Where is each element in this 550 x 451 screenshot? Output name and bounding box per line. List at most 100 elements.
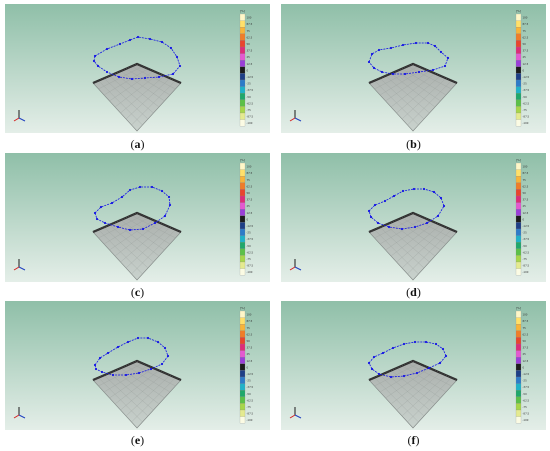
colorbar-tick: 75 bbox=[247, 326, 251, 330]
colorbar-swatch bbox=[515, 409, 522, 417]
colorbar-swatch bbox=[239, 33, 246, 41]
measurement-node bbox=[413, 340, 417, 344]
colorbar-tick: 0 bbox=[247, 217, 249, 221]
colorbar-tick: 37.5 bbox=[523, 49, 529, 53]
colorbar-swatch bbox=[515, 60, 522, 67]
colorbar-swatch bbox=[515, 119, 522, 127]
colorbar-swatch bbox=[515, 93, 522, 100]
colorbar-unit: [%] bbox=[516, 158, 521, 162]
measurement-node bbox=[392, 194, 396, 198]
colorbar-tick: 37.5 bbox=[247, 198, 253, 202]
colorbar-swatch bbox=[515, 73, 522, 81]
measurement-node bbox=[166, 354, 170, 358]
mode-shape-svg-d: [%]100 87.5 75 62.5 50 37.5 25 12.5 0 -12.5 -25 -37… bbox=[281, 153, 546, 282]
measurement-node bbox=[105, 47, 109, 51]
colorbar-tick: -12.5 bbox=[523, 372, 530, 376]
colorbar-swatch bbox=[515, 324, 522, 331]
measurement-node bbox=[417, 70, 421, 74]
colorbar-tick: -100 bbox=[523, 270, 529, 274]
colorbar-swatch bbox=[239, 93, 246, 100]
colorbar-tick: 100 bbox=[523, 165, 528, 169]
measurement-node bbox=[171, 72, 175, 76]
mode-shape-outline bbox=[93, 185, 172, 232]
colorbar-legend: [%]100 87.5 75 62.5 50 37.5 25 12.5 0 -12.5 -25 -37… bbox=[239, 9, 254, 127]
colorbar-tick: 0 bbox=[523, 217, 525, 221]
measurement-node bbox=[163, 214, 167, 218]
measurement-node bbox=[402, 342, 406, 346]
colorbar-swatch bbox=[239, 317, 246, 325]
measurement-node bbox=[116, 345, 120, 349]
colorbar-swatch bbox=[239, 343, 246, 351]
measurement-node bbox=[426, 41, 430, 45]
colorbar-swatch bbox=[515, 268, 522, 276]
measurement-node bbox=[433, 44, 437, 48]
colorbar-swatch bbox=[239, 20, 246, 28]
colorbar-swatch bbox=[515, 403, 522, 411]
measurement-node bbox=[439, 50, 443, 54]
colorbar-swatch bbox=[239, 363, 246, 371]
measurement-node bbox=[168, 203, 172, 207]
colorbar-tick: -62.5 bbox=[523, 398, 530, 402]
colorbar-swatch bbox=[239, 182, 246, 190]
measurement-node bbox=[94, 367, 98, 371]
colorbar-swatch bbox=[515, 330, 522, 338]
colorbar-tick: 37.5 bbox=[523, 198, 529, 202]
mode-shape-svg-f: [%]100 87.5 75 62.5 50 37.5 25 12.5 0 -12.5 -25 -37… bbox=[281, 301, 546, 430]
measurement-node bbox=[156, 340, 160, 344]
colorbar-swatch bbox=[239, 330, 246, 338]
colorbar-tick: -87.5 bbox=[523, 412, 530, 416]
measurement-node bbox=[413, 225, 417, 229]
measurement-node bbox=[178, 64, 182, 68]
colorbar-swatch bbox=[515, 255, 522, 263]
colorbar-swatch bbox=[515, 209, 522, 216]
colorbar-swatch bbox=[239, 202, 246, 210]
colorbar-swatch bbox=[239, 396, 246, 404]
colorbar-tick: -100 bbox=[523, 121, 529, 125]
colorbar-swatch bbox=[239, 176, 246, 183]
colorbar-swatch bbox=[239, 60, 246, 67]
colorbar-swatch bbox=[515, 261, 522, 269]
measurement-node bbox=[137, 371, 141, 375]
measurement-node bbox=[367, 209, 371, 213]
colorbar-swatch bbox=[515, 317, 522, 325]
measurement-node bbox=[148, 37, 152, 41]
mode-shape-svg-b: [%]100 87.5 75 62.5 50 37.5 25 12.5 0 -12.5 -25 -37… bbox=[281, 4, 546, 133]
colorbar-swatch bbox=[239, 383, 246, 391]
colorbar-swatch bbox=[239, 409, 246, 417]
colorbar-swatch bbox=[515, 228, 522, 236]
measurement-node bbox=[118, 42, 122, 46]
mode-shape-panel-f: [%] 100 87.5 75 62.5 50 37.5 25 12.5 0 -12.5 -25 -37… bbox=[281, 301, 546, 430]
colorbar-tick: 75 bbox=[523, 178, 527, 182]
measurement-node bbox=[93, 211, 97, 215]
colorbar-tick: -50 bbox=[247, 392, 252, 396]
measurement-node bbox=[380, 70, 384, 74]
colorbar-swatch bbox=[239, 248, 246, 256]
colorbar-swatch bbox=[515, 390, 522, 397]
measurement-node bbox=[98, 356, 102, 360]
axis-triad-icon bbox=[289, 110, 302, 122]
colorbar-tick: -50 bbox=[523, 392, 528, 396]
colorbar-swatch bbox=[515, 106, 522, 114]
colorbar-tick: -12.5 bbox=[247, 75, 254, 79]
measurement-node bbox=[444, 354, 448, 358]
colorbar-tick: 62.5 bbox=[523, 332, 529, 336]
colorbar-swatch bbox=[239, 268, 246, 276]
measurement-node bbox=[150, 185, 154, 189]
measurement-node bbox=[175, 55, 179, 59]
colorbar-swatch bbox=[239, 324, 246, 331]
colorbar-swatch bbox=[239, 106, 246, 114]
mode-shape-outline bbox=[367, 41, 450, 76]
caption-e: (e) bbox=[130, 433, 145, 447]
measurement-node bbox=[169, 46, 173, 50]
measurement-node bbox=[412, 187, 416, 191]
colorbar-swatch bbox=[239, 242, 246, 249]
colorbar-swatch bbox=[239, 13, 246, 21]
colorbar-tick: 37.5 bbox=[247, 346, 253, 350]
caption-f: (f) bbox=[407, 433, 420, 447]
measurement-node bbox=[370, 367, 374, 371]
colorbar-swatch bbox=[239, 53, 246, 61]
colorbar-swatch bbox=[239, 261, 246, 269]
colorbar-tick: 75 bbox=[247, 178, 251, 182]
colorbar-tick: 75 bbox=[523, 29, 527, 33]
axis-triad-icon bbox=[13, 259, 26, 271]
